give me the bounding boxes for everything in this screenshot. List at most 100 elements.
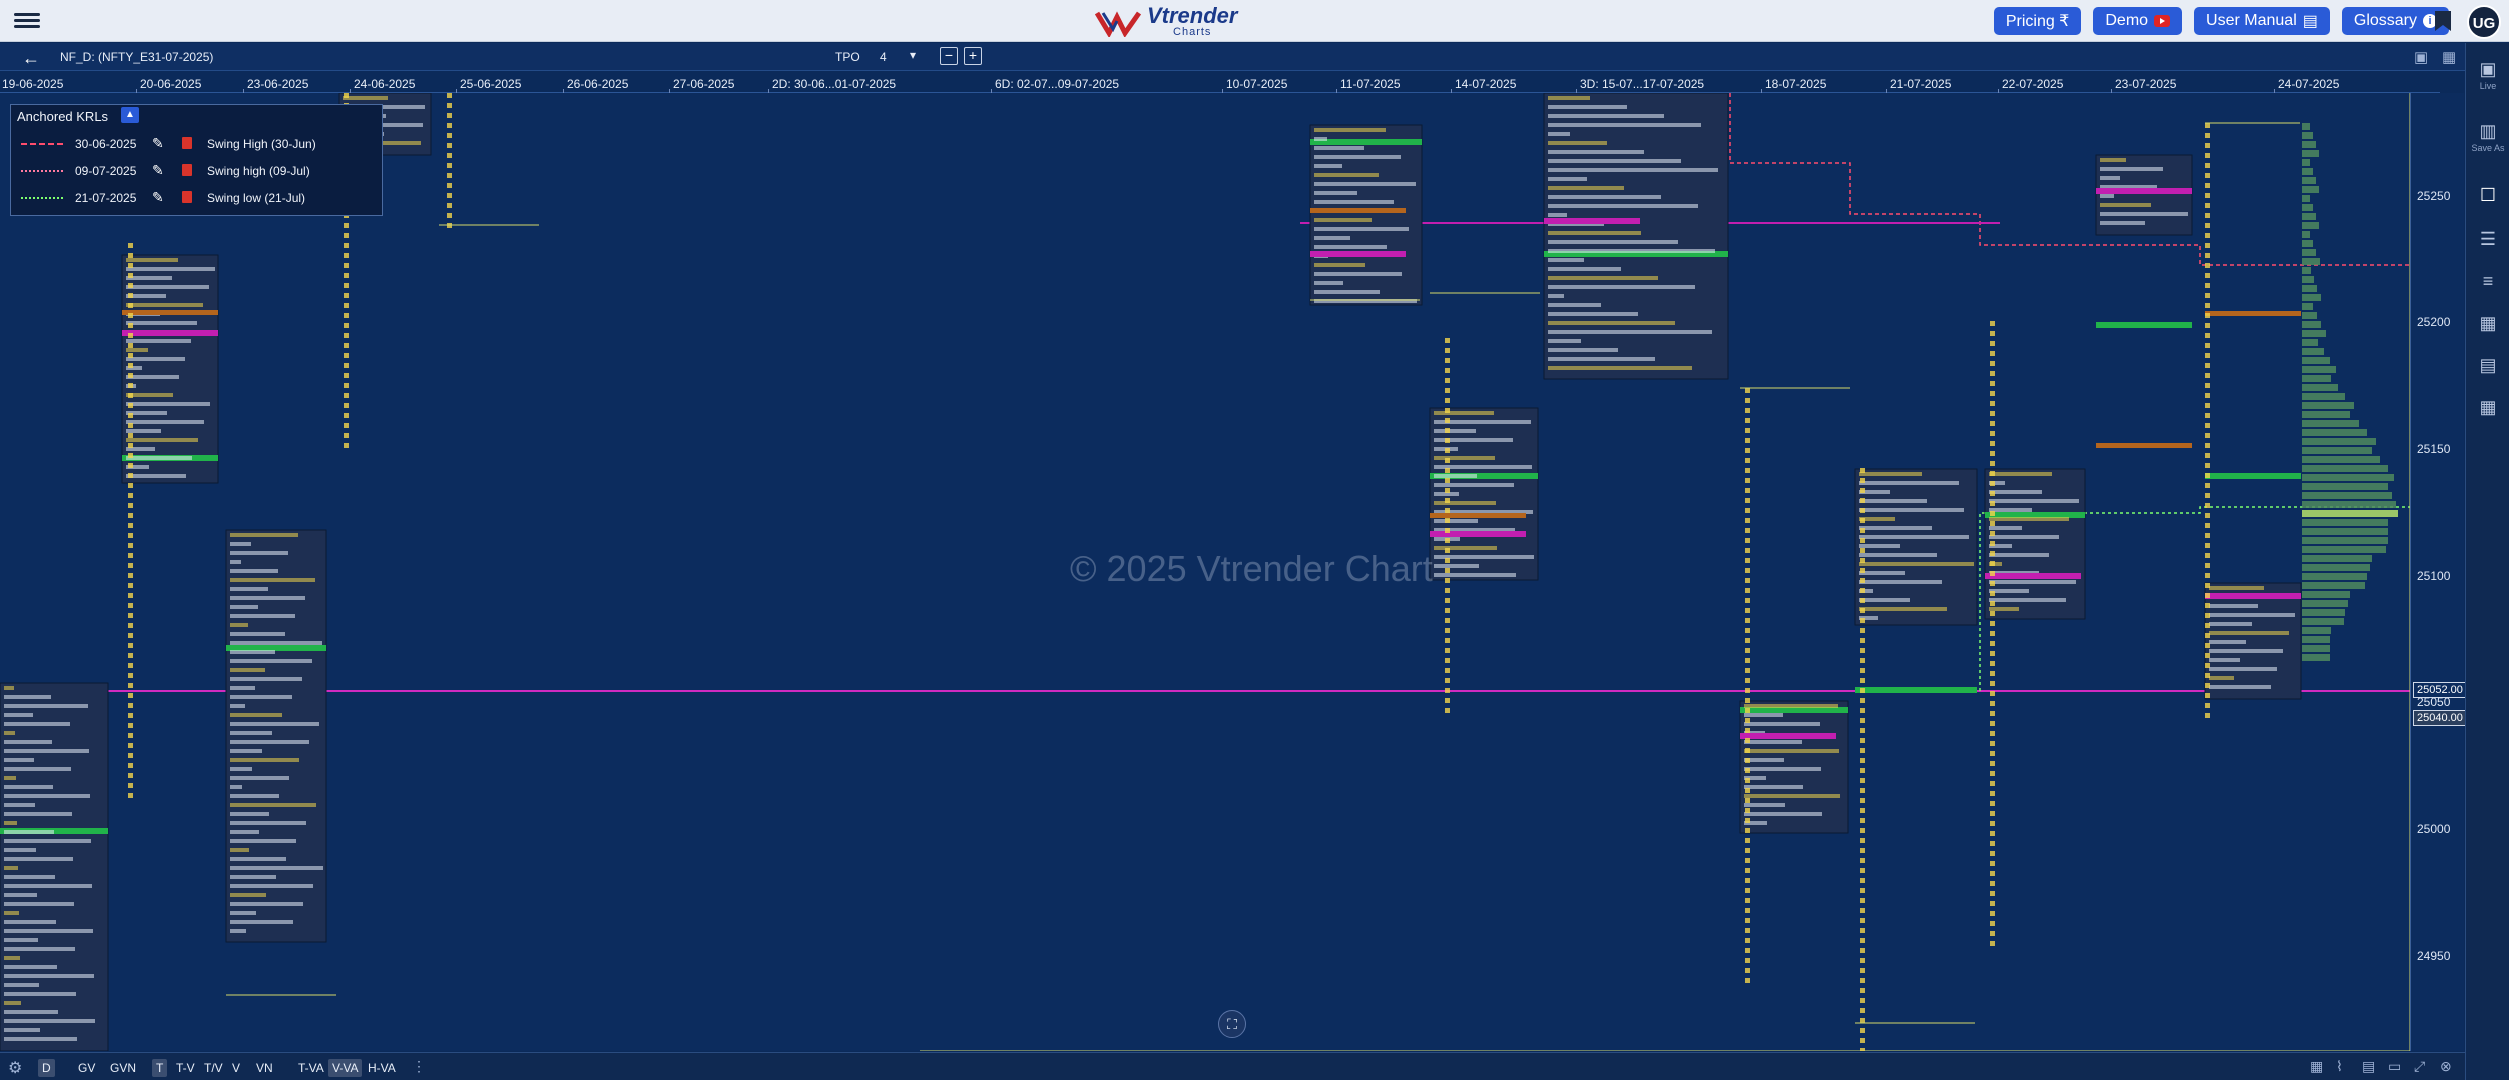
tpo-profile-box <box>225 529 327 943</box>
tpo-letter-row <box>230 614 295 618</box>
lines-icon[interactable]: ≡ <box>2482 271 2494 291</box>
tpo-letter-column <box>2205 673 2210 678</box>
user-manual-button[interactable]: User Manual ▤ <box>2194 7 2330 35</box>
view-t-v[interactable]: T-V <box>176 1061 195 1075</box>
volume-bar <box>2302 645 2330 652</box>
view-t[interactable]: T <box>152 1059 168 1077</box>
close-icon[interactable]: ⊗ <box>2440 1058 2452 1074</box>
edit-icon[interactable]: ✎ <box>152 162 164 178</box>
view-vn[interactable]: VN <box>256 1061 273 1075</box>
zoom-in-button[interactable]: + <box>964 47 982 65</box>
tpo-size-select[interactable]: 4 <box>880 50 887 64</box>
avatar[interactable]: UG <box>2467 5 2501 39</box>
view-v[interactable]: V <box>232 1061 241 1075</box>
gear-icon[interactable]: ⚙ <box>8 1060 23 1077</box>
tpo-letter-column <box>447 203 452 208</box>
delete-icon[interactable] <box>182 137 192 149</box>
demo-button[interactable]: Demo <box>2093 7 2183 35</box>
tpo-letter-column <box>2205 263 2210 268</box>
tpo-chart[interactable]: © 2025 Vtrender Chart ⛶ <box>0 93 2410 1051</box>
save-as-button[interactable]: ▥ Save As <box>2471 121 2505 153</box>
date-tick <box>2274 89 2275 94</box>
tpo-letter-column <box>1990 321 1995 326</box>
tpo-letter-column <box>2205 473 2210 478</box>
poc-bar <box>2096 322 2192 328</box>
expand-icon[interactable]: ⤢ <box>2414 1058 2426 1074</box>
window-icon[interactable]: ▭ <box>2388 1058 2402 1074</box>
krl-row: 30-06-2025 ✎ Swing High (30-Jun) <box>17 135 377 153</box>
table-icon[interactable]: ▤ <box>2479 355 2497 375</box>
save-as-icon[interactable]: ▦ <box>2442 49 2457 66</box>
grid-view-icon[interactable]: ▦ <box>2310 1058 2324 1074</box>
krl-line-swatch <box>21 170 63 172</box>
edit-icon[interactable]: ✎ <box>152 135 164 151</box>
view-t-va[interactable]: T-VA <box>298 1061 324 1075</box>
tpo-letter-row <box>4 731 15 735</box>
back-arrow-icon[interactable]: ← <box>22 48 40 68</box>
view-gvn[interactable]: GVN <box>110 1061 137 1075</box>
tpo-letter-column <box>447 183 452 188</box>
view-t-slash-v[interactable]: T/V <box>204 1061 223 1075</box>
tpo-letter-column <box>1745 768 1750 773</box>
tpo-letter-row <box>4 758 34 762</box>
view-d[interactable]: D <box>38 1059 55 1077</box>
tpo-letter-column <box>128 483 133 488</box>
fit-screen-button[interactable]: ⛶ <box>1218 1010 1246 1038</box>
live-button[interactable]: ▣ Live <box>2479 59 2497 91</box>
tpo-letter-column <box>2205 153 2210 158</box>
tpo-letter-column <box>1745 618 1750 623</box>
tpo-letter-column <box>1445 428 1450 433</box>
volume-bar <box>2302 501 2396 508</box>
volume-bar <box>2302 609 2345 616</box>
panel-icon[interactable]: ☐ <box>2479 185 2497 205</box>
layout-icon[interactable]: ▦ <box>2479 397 2497 417</box>
view-v-va[interactable]: V-VA <box>328 1059 363 1077</box>
tpo-letter-column <box>128 753 133 758</box>
chevron-up-icon[interactable]: ▲ <box>121 107 139 123</box>
volume-bar <box>2302 393 2345 400</box>
tpo-letter-row <box>1548 132 1570 136</box>
tpo-letter-row <box>1859 481 1959 485</box>
zoom-out-button[interactable]: − <box>940 47 958 65</box>
view-gv[interactable]: GV <box>78 1061 96 1075</box>
tpo-letter-row <box>126 294 166 298</box>
line-chart-icon[interactable]: ⌇ <box>2336 1058 2343 1074</box>
save-icon[interactable]: ▣ <box>2414 49 2429 66</box>
tpo-letter-row <box>1859 580 1942 584</box>
view-h-va[interactable]: H-VA <box>368 1061 396 1075</box>
tpo-letter-column <box>2205 643 2210 648</box>
volume-bar <box>2302 519 2388 526</box>
grid-icon[interactable]: ▦ <box>2479 313 2497 333</box>
list-icon[interactable]: ☰ <box>2479 229 2497 249</box>
tpo-letter-column <box>2205 343 2210 348</box>
tpo-letter-row <box>1548 231 1641 235</box>
tpo-letter-column <box>1860 888 1865 893</box>
tpo-letter-row <box>2209 676 2234 680</box>
bookmark-icon[interactable] <box>2435 11 2451 31</box>
menu-icon[interactable] <box>14 10 40 32</box>
volume-bar <box>2302 447 2372 454</box>
tpo-letter-row <box>343 123 423 127</box>
tpo-letter-column <box>1860 1048 1865 1051</box>
tpo-letter-column <box>2205 283 2210 288</box>
tpo-letter-column <box>1445 598 1450 603</box>
caret-down-icon[interactable]: ▾ <box>910 48 917 62</box>
tpo-letter-row <box>4 848 36 852</box>
tpo-letter-column <box>2205 533 2210 538</box>
tpo-letter-row <box>1434 420 1531 424</box>
table-view-icon[interactable]: ▤ <box>2362 1058 2376 1074</box>
delete-icon[interactable] <box>182 191 192 203</box>
tpo-letter-column <box>344 273 349 278</box>
tpo-letter-row <box>1989 553 2049 557</box>
logo[interactable]: Vtrender Charts <box>1095 5 1237 38</box>
more-icon[interactable]: ⋮ <box>412 1058 426 1074</box>
tpo-letter-column <box>1860 658 1865 663</box>
glossary-button[interactable]: Glossary i <box>2341 7 2449 35</box>
tpo-letter-row <box>230 632 285 636</box>
tpo-letter-row <box>230 830 259 834</box>
tpo-letter-row <box>1744 740 1802 744</box>
delete-icon[interactable] <box>182 164 192 176</box>
edit-icon[interactable]: ✎ <box>152 189 164 205</box>
tpo-letter-column <box>1445 578 1450 583</box>
pricing-button[interactable]: Pricing ₹ <box>1993 7 2082 35</box>
